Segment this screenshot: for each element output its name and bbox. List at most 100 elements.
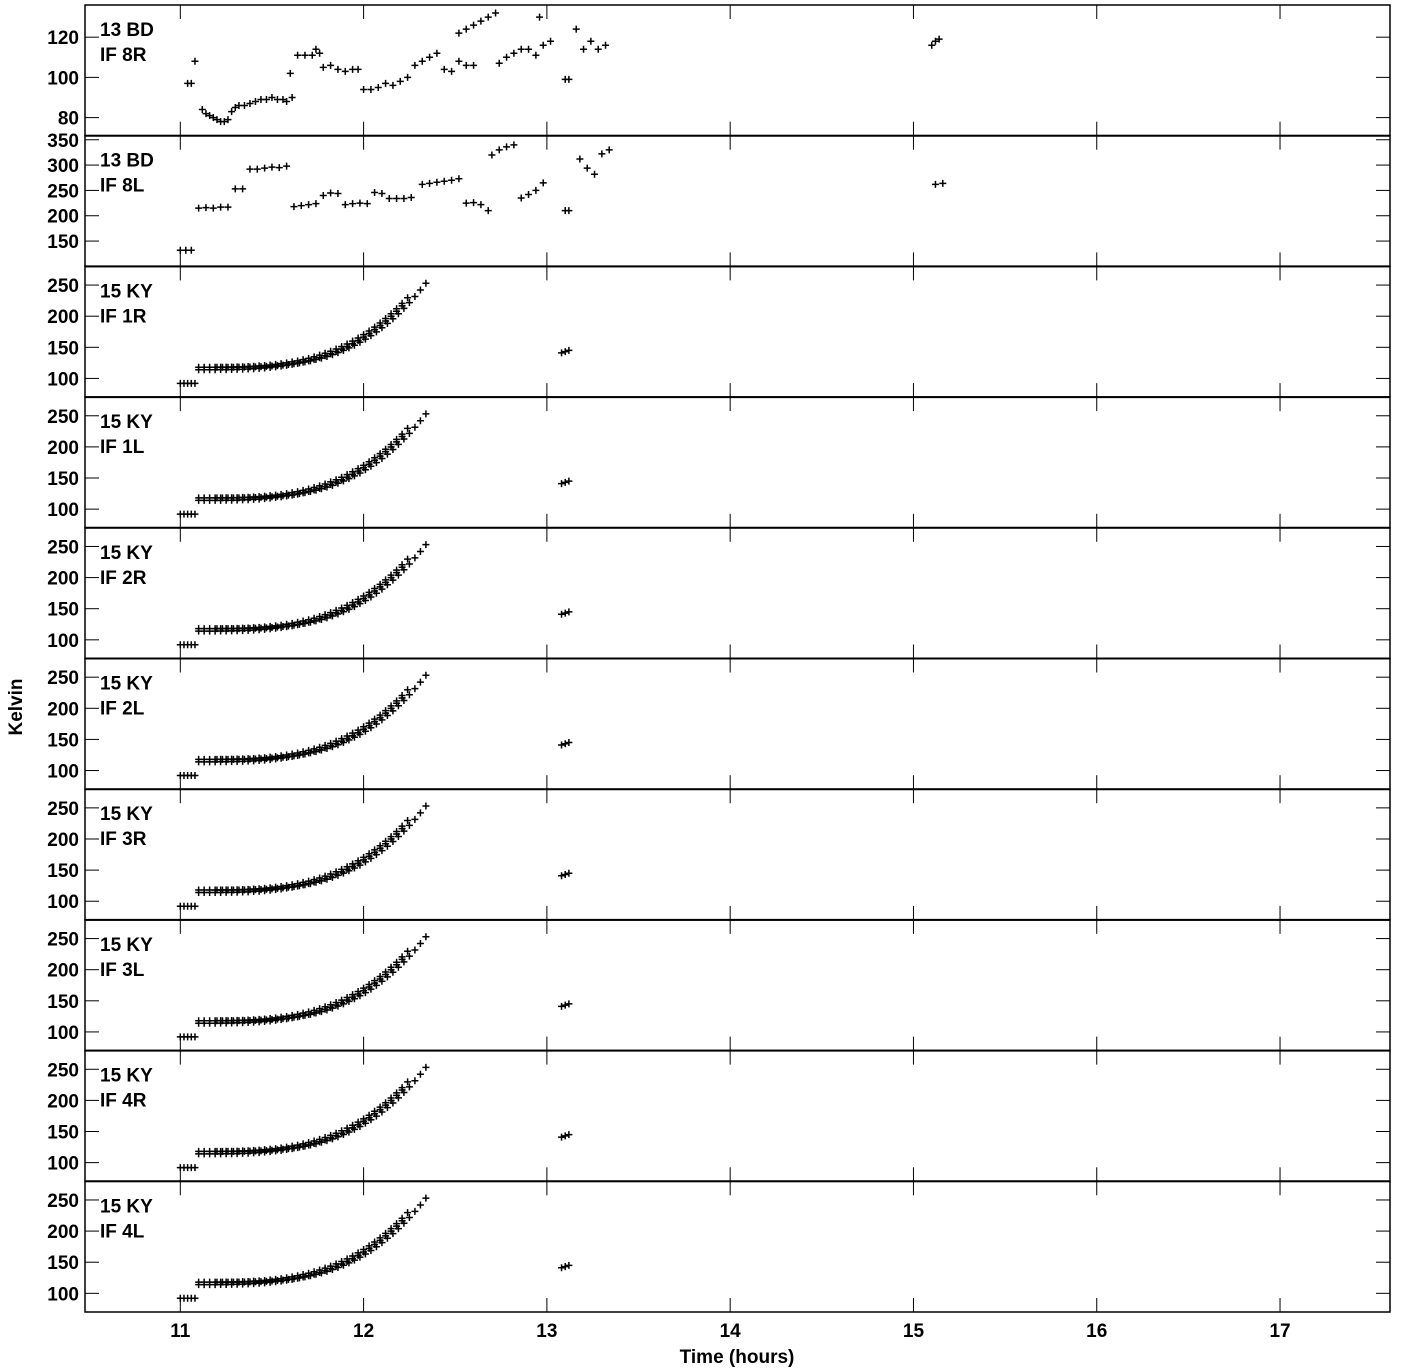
data-point <box>367 1247 375 1255</box>
data-point <box>404 73 412 81</box>
data-point <box>503 143 511 151</box>
y-tick-label: 250 <box>47 537 79 558</box>
data-point <box>580 45 588 53</box>
data-point <box>312 878 320 886</box>
y-tick-label: 200 <box>47 1091 79 1112</box>
y-tick-label: 200 <box>47 1222 79 1243</box>
data-point <box>378 977 386 985</box>
data-point <box>561 1132 569 1140</box>
data-point <box>378 716 386 724</box>
data-point <box>561 740 569 748</box>
data-point <box>488 151 496 159</box>
panel-frame <box>84 4 1391 137</box>
data-point <box>525 190 533 198</box>
data-point <box>301 489 309 497</box>
data-point <box>389 81 397 89</box>
data-point <box>400 696 408 704</box>
y-tick-label: 200 <box>47 569 79 590</box>
data-point <box>394 833 402 841</box>
data-point <box>594 45 602 53</box>
data-point <box>558 741 566 749</box>
panels-group: 80 100 120 13 BD IF 8R 150 200 250 300 350 13 BD IF… <box>47 4 1391 1313</box>
data-point <box>339 346 347 354</box>
data-point <box>422 410 430 418</box>
data-point <box>301 619 309 627</box>
data-point <box>547 37 555 45</box>
data-point <box>931 37 939 45</box>
data-point <box>422 1194 430 1202</box>
data-point <box>356 338 364 346</box>
panel-frame <box>84 657 1391 790</box>
data-point <box>383 973 391 981</box>
data-point <box>411 293 419 301</box>
data-point <box>301 358 309 366</box>
data-point <box>367 85 375 93</box>
data-point <box>290 491 298 499</box>
data-point <box>191 379 199 387</box>
data-point <box>418 180 426 188</box>
data-point <box>448 67 456 75</box>
data-point <box>356 992 364 1000</box>
data-point <box>371 188 379 196</box>
data-point <box>422 671 430 679</box>
data-point <box>400 304 408 312</box>
data-point <box>202 204 210 212</box>
data-point <box>349 200 357 208</box>
y-tick-label: 150 <box>47 1253 79 1274</box>
data-point <box>334 610 342 618</box>
panel-frame <box>84 919 1391 1052</box>
data-point <box>306 1141 314 1149</box>
data-point <box>268 93 276 101</box>
data-point <box>383 1234 391 1242</box>
data-point <box>383 1104 391 1112</box>
data-point <box>372 1112 380 1120</box>
data-point <box>306 357 314 365</box>
data-point <box>455 57 463 65</box>
data-point <box>328 1266 336 1274</box>
data-point <box>455 175 463 183</box>
data-point <box>411 815 419 823</box>
data-point <box>354 65 362 73</box>
panel-2: 100 150 200 250 15 KY IF 1R <box>47 265 1391 398</box>
data-point <box>558 1264 566 1272</box>
data-point <box>394 440 402 448</box>
data-point <box>385 195 393 203</box>
data-point <box>422 802 430 810</box>
data-point <box>345 1259 353 1267</box>
data-point <box>407 194 415 202</box>
data-point <box>394 310 402 318</box>
data-point <box>213 116 221 124</box>
data-point <box>492 9 500 17</box>
data-point <box>253 165 261 173</box>
data-point <box>383 712 391 720</box>
data-point <box>360 85 368 93</box>
data-point <box>558 1002 566 1010</box>
data-point <box>389 315 397 323</box>
panel-label-if: IF 2R <box>100 568 147 589</box>
panel-label-if: IF 4L <box>100 1221 145 1242</box>
data-point <box>404 817 412 825</box>
data-point <box>400 1219 408 1227</box>
data-point <box>290 1275 298 1283</box>
panel-5: 100 150 200 250 15 KY IF 2L <box>47 657 1391 790</box>
data-point <box>341 201 349 209</box>
data-point <box>404 555 412 563</box>
data-point <box>279 96 287 104</box>
data-point <box>334 65 342 73</box>
data-point <box>405 1083 413 1091</box>
data-point <box>191 772 199 780</box>
y-tick-label: 150 <box>47 600 79 621</box>
data-point <box>367 724 375 732</box>
data-point <box>383 581 391 589</box>
data-point <box>572 25 580 33</box>
data-point <box>345 475 353 483</box>
data-point <box>394 1225 402 1233</box>
panel-label-station: 15 KY <box>100 804 153 825</box>
data-point <box>361 1119 369 1127</box>
data-point <box>283 98 291 106</box>
data-point <box>361 1250 369 1258</box>
data-point <box>378 585 386 593</box>
data-point <box>191 510 199 518</box>
y-tick-label: 200 <box>47 961 79 982</box>
panel-frame <box>84 788 1391 921</box>
